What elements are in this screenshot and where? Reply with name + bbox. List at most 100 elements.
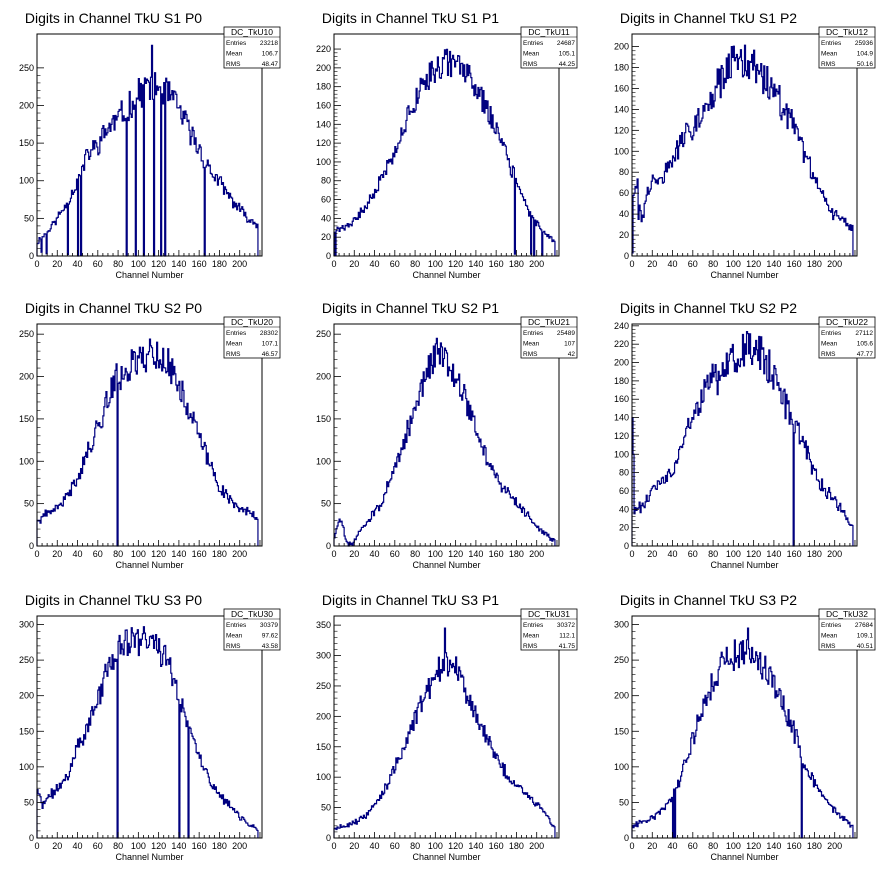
x-tick-label: 0	[34, 259, 39, 269]
panel-title: Digits in Channel TkU S1 P1	[322, 10, 499, 26]
x-tick-label: 140	[468, 841, 483, 851]
stats-box	[520, 26, 578, 69]
x-tick-label: 0	[331, 259, 336, 269]
panel-9: Digits in Channel TkU S3 P2 0 20 40 60 80 100 1…	[614, 592, 876, 862]
x-tick-label: 80	[113, 549, 123, 559]
y-tick-label: 20	[321, 232, 331, 242]
y-tick-label: 250	[316, 681, 331, 691]
plot-frame	[333, 33, 560, 257]
x-tick-label: 160	[787, 259, 802, 269]
stats-label: RMS	[226, 61, 241, 68]
x-tick-label: 80	[113, 841, 123, 851]
plot-frame	[631, 615, 858, 839]
x-tick-label: 20	[349, 259, 359, 269]
stats-label: Entries	[821, 40, 842, 47]
x-axis-label: Channel Number	[115, 270, 183, 280]
x-tick-label: 140	[766, 841, 781, 851]
x-tick-label: 60	[390, 259, 400, 269]
y-tick-label: 300	[19, 620, 34, 630]
stats-label: Entries	[226, 330, 247, 337]
panel-4: Digits in Channel TkU S2 P0 0 20 40 60 80 100 1…	[19, 300, 281, 570]
y-tick-label: 180	[614, 376, 629, 386]
x-tick-label: 60	[390, 841, 400, 851]
y-tick-label: 160	[614, 83, 629, 93]
y-tick-label: 180	[316, 82, 331, 92]
stats-label: Entries	[523, 330, 544, 337]
x-tick-label: 180	[807, 841, 822, 851]
x-tick-label: 0	[629, 549, 634, 559]
y-tick-label: 200	[19, 100, 34, 110]
x-tick-label: 120	[746, 259, 761, 269]
y-tick-label: 120	[316, 138, 331, 148]
x-tick-label: 80	[113, 259, 123, 269]
y-tick-label: 0	[326, 251, 331, 261]
histogram-line	[631, 331, 854, 547]
y-tick-label: 200	[316, 372, 331, 382]
x-tick-label: 120	[448, 549, 463, 559]
stats-box	[223, 316, 281, 359]
x-axis-label: Channel Number	[412, 270, 480, 280]
y-tick-label: 150	[316, 414, 331, 424]
y-tick-label: 200	[316, 711, 331, 721]
y-tick-label: 120	[614, 125, 629, 135]
x-tick-label: 80	[410, 259, 420, 269]
x-tick-label: 0	[629, 841, 634, 851]
x-tick-label: 140	[468, 549, 483, 559]
x-tick-label: 140	[171, 549, 186, 559]
x-tick-label: 40	[370, 259, 380, 269]
stats-label: RMS	[821, 643, 836, 650]
stats-name: DC_TkU11	[528, 27, 570, 37]
stats-name: DC_TkU20	[231, 317, 273, 327]
y-tick-label: 150	[316, 742, 331, 752]
x-tick-label: 160	[489, 259, 504, 269]
y-tick-label: 100	[614, 449, 629, 459]
x-tick-label: 200	[232, 841, 247, 851]
x-tick-label: 0	[34, 841, 39, 851]
x-tick-label: 40	[668, 259, 678, 269]
stats-label: Mean	[523, 51, 540, 58]
x-axis-label: Channel Number	[412, 560, 480, 570]
panel-3: Digits in Channel TkU S1 P2 0 20 40 60 80 100 1…	[614, 10, 876, 280]
y-tick-label: 0	[326, 833, 331, 843]
x-tick-label: 0	[331, 549, 336, 559]
y-tick-label: 150	[19, 414, 34, 424]
histogram-line	[631, 627, 854, 839]
plot-frame	[36, 33, 263, 257]
x-tick-label: 180	[509, 549, 524, 559]
y-tick-label: 250	[19, 63, 34, 73]
y-tick-label: 0	[624, 541, 629, 551]
histogram-line	[333, 627, 556, 838]
panel-title: Digits in Channel TkU S2 P1	[322, 300, 499, 316]
stats-label: Mean	[523, 633, 540, 640]
stats-value: 97.62	[262, 633, 279, 640]
stats-label: RMS	[226, 351, 241, 358]
stats-name: DC_TkU21	[528, 317, 570, 327]
x-tick-label: 60	[390, 549, 400, 559]
stats-box	[223, 608, 281, 651]
y-tick-label: 350	[316, 620, 331, 630]
x-axis-label: Channel Number	[710, 852, 778, 862]
x-tick-label: 200	[232, 549, 247, 559]
x-tick-label: 200	[529, 549, 544, 559]
panel-title: Digits in Channel TkU S2 P2	[620, 300, 797, 316]
plot-frame	[333, 615, 560, 839]
y-tick-label: 140	[316, 119, 331, 129]
x-tick-label: 20	[647, 549, 657, 559]
y-tick-label: 80	[619, 468, 629, 478]
stats-label: Entries	[523, 40, 544, 47]
x-tick-label: 20	[52, 549, 62, 559]
stats-value: 105.1	[559, 51, 576, 58]
y-tick-label: 0	[29, 833, 34, 843]
panel-2: Digits in Channel TkU S1 P1 0 20 40 60 80 100 1…	[316, 10, 578, 280]
stats-label: RMS	[523, 643, 538, 650]
x-tick-label: 180	[212, 841, 227, 851]
x-tick-label: 60	[688, 549, 698, 559]
y-tick-label: 100	[19, 762, 34, 772]
y-tick-label: 0	[29, 541, 34, 551]
histogram-line	[333, 337, 556, 547]
panel-title: Digits in Channel TkU S3 P1	[322, 592, 499, 608]
y-tick-label: 140	[614, 104, 629, 114]
y-tick-label: 80	[321, 176, 331, 186]
y-tick-label: 100	[19, 456, 34, 466]
y-tick-label: 20	[619, 523, 629, 533]
